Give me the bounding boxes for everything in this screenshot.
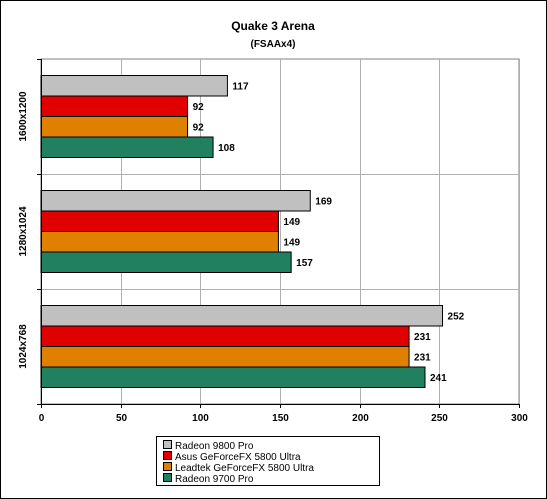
data-label: 149: [283, 237, 300, 248]
x-tick-label: 250: [431, 413, 448, 424]
bar: [40, 116, 189, 138]
chart-legend: Radeon 9800 Pro Asus GeForceFX 5800 Ultra…: [156, 436, 380, 486]
data-label: 241: [430, 373, 447, 384]
bar: [40, 325, 410, 347]
x-tick-label: 0: [39, 413, 45, 424]
bar: [40, 366, 426, 388]
x-tick-label: 200: [352, 413, 369, 424]
category-label: 1600x1200: [18, 91, 29, 141]
category-label: 1024x768: [18, 324, 29, 369]
chart-subtitle: (FSAAx4): [250, 39, 295, 50]
bar: [40, 231, 279, 253]
x-tick-label: 100: [192, 413, 209, 424]
legend-item: Asus GeForceFX 5800 Ultra: [163, 451, 379, 463]
bar: [40, 305, 444, 327]
bar: [40, 95, 189, 117]
bar: [40, 136, 214, 158]
legend-label: Leadtek GeForceFX 5800 Ultra: [175, 463, 314, 474]
data-label: 169: [315, 196, 332, 207]
legend-label: Radeon 9700 Pro: [175, 474, 254, 485]
data-label: 231: [414, 332, 431, 343]
legend-label: Radeon 9800 Pro: [175, 441, 254, 452]
legend-item: Leadtek GeForceFX 5800 Ultra: [163, 462, 379, 474]
x-tick-label: 300: [511, 413, 528, 424]
category-label: 1280x1024: [18, 206, 29, 256]
data-label: 231: [414, 352, 431, 363]
x-tick-label: 50: [116, 413, 128, 424]
data-label: 92: [193, 122, 205, 133]
legend-swatch: [163, 451, 172, 460]
data-label: 92: [193, 102, 205, 113]
legend-swatch: [163, 473, 172, 482]
legend-label: Asus GeForceFX 5800 Ultra: [175, 452, 301, 463]
chart-title: Quake 3 Arena: [231, 19, 315, 33]
data-label: 117: [232, 81, 249, 92]
data-label: 108: [218, 143, 235, 154]
legend-swatch: [163, 440, 172, 449]
legend-swatch: [163, 462, 172, 471]
data-label: 252: [448, 311, 465, 322]
data-label: 149: [283, 217, 300, 228]
legend-item: Radeon 9800 Pro: [163, 440, 379, 452]
bar: [40, 210, 279, 232]
data-label: 157: [296, 258, 313, 269]
legend-item: Radeon 9700 Pro: [163, 473, 379, 485]
bar: [40, 190, 311, 212]
bar: [40, 75, 228, 97]
x-tick-label: 150: [272, 413, 289, 424]
bar: [40, 346, 410, 368]
bar: [40, 251, 292, 273]
